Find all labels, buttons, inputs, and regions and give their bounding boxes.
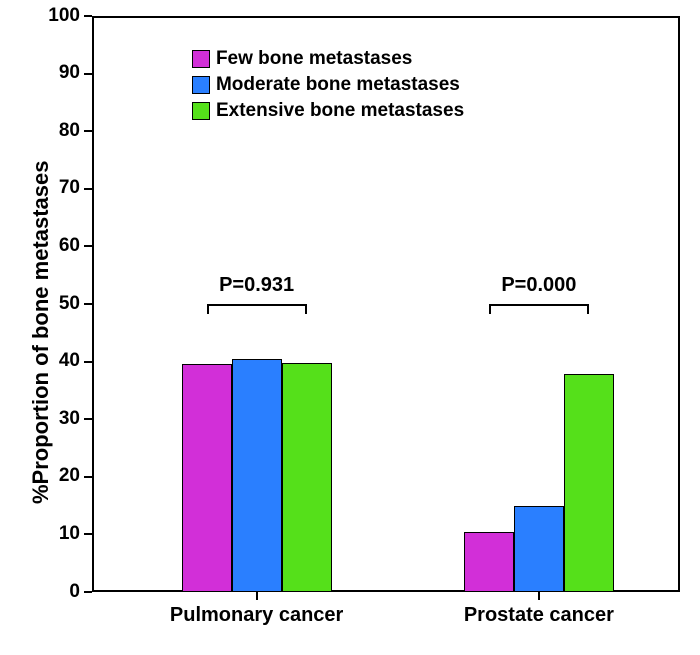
chart-container: %Proportion of bone metastases Few bone … — [0, 0, 700, 655]
legend-swatch — [192, 102, 210, 120]
legend-item: Extensive bone metastases — [192, 100, 464, 122]
y-tick-label: 60 — [40, 235, 80, 257]
x-tick — [538, 592, 540, 600]
y-tick-label: 100 — [40, 5, 80, 27]
x-category-label: Prostate cancer — [409, 604, 669, 627]
bar — [514, 506, 564, 592]
y-tick — [84, 15, 92, 17]
annotation-bracket — [207, 304, 307, 306]
annotation-label: P=0.000 — [459, 274, 619, 297]
annotation-label: P=0.931 — [177, 274, 337, 297]
x-tick — [256, 592, 258, 600]
legend-swatch — [192, 76, 210, 94]
annotation-bracket — [489, 304, 491, 314]
legend-label: Extensive bone metastases — [216, 100, 464, 122]
annotation-bracket — [305, 304, 307, 314]
y-tick — [84, 418, 92, 420]
x-category-label: Pulmonary cancer — [127, 604, 387, 627]
bar — [564, 374, 614, 592]
y-tick — [84, 245, 92, 247]
y-tick-label: 50 — [40, 293, 80, 315]
bar — [282, 363, 332, 592]
y-tick — [84, 476, 92, 478]
y-tick-label: 70 — [40, 177, 80, 199]
y-tick — [84, 73, 92, 75]
legend-swatch — [192, 50, 210, 68]
y-tick — [84, 591, 92, 593]
legend-label: Moderate bone metastases — [216, 74, 460, 96]
legend-label: Few bone metastases — [216, 48, 412, 70]
legend-item: Few bone metastases — [192, 48, 464, 70]
bar — [182, 364, 232, 592]
bar — [232, 359, 282, 592]
y-axis-title: %Proportion of bone metastases — [28, 160, 54, 504]
bar — [464, 532, 514, 592]
annotation-bracket — [489, 304, 589, 306]
y-tick — [84, 130, 92, 132]
annotation-bracket — [587, 304, 589, 314]
y-tick-label: 80 — [40, 120, 80, 142]
legend: Few bone metastases Moderate bone metasta… — [192, 48, 464, 122]
y-tick — [84, 188, 92, 190]
y-tick-label: 0 — [40, 581, 80, 603]
annotation-bracket — [207, 304, 209, 314]
y-tick-label: 10 — [40, 523, 80, 545]
y-tick — [84, 533, 92, 535]
y-tick-label: 20 — [40, 465, 80, 487]
legend-item: Moderate bone metastases — [192, 74, 464, 96]
y-tick-label: 90 — [40, 62, 80, 84]
y-tick-label: 40 — [40, 350, 80, 372]
y-tick — [84, 361, 92, 363]
y-tick-label: 30 — [40, 408, 80, 430]
y-tick — [84, 303, 92, 305]
